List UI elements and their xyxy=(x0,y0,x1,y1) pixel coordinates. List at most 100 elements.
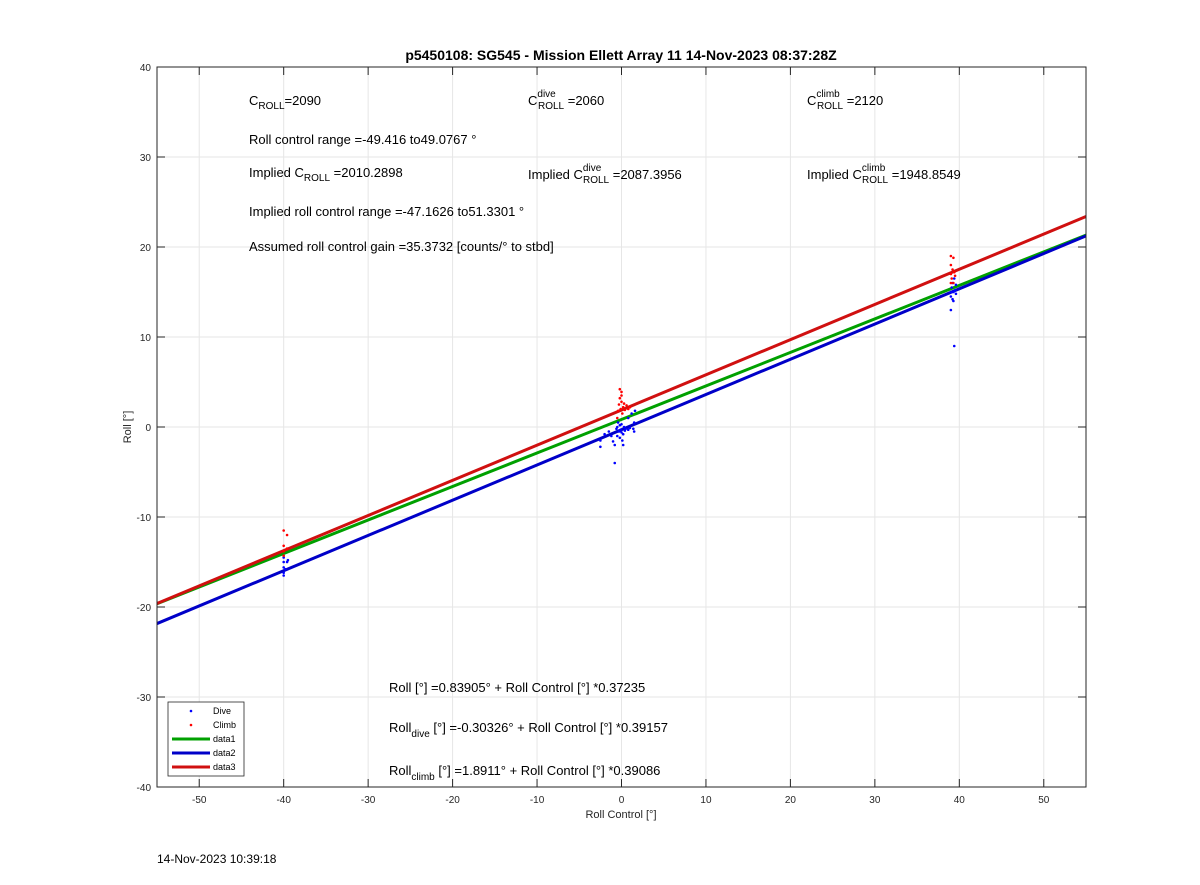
data-point-dive xyxy=(599,445,602,449)
fit-line-data1 xyxy=(156,233,1087,606)
annotation-fit-climb: Rollclimb [°] =1.8911° + Roll Control [°… xyxy=(389,763,660,783)
data-point-dive xyxy=(621,443,625,447)
data-point-dive xyxy=(282,574,285,577)
x-tick-label: 30 xyxy=(869,795,881,806)
annotation-fit-all: Roll [°] =0.83905° + Roll Control [°] *0… xyxy=(389,680,645,695)
legend-dive-label: Dive xyxy=(213,706,231,716)
x-tick-label: 20 xyxy=(785,795,797,806)
data-point-dive xyxy=(613,443,617,447)
legend-climb-marker xyxy=(189,723,193,727)
annotation-c-roll: CROLL=2090 xyxy=(249,93,321,112)
data-point-dive xyxy=(615,425,619,429)
data-point-climb xyxy=(952,281,955,285)
data-point-dive xyxy=(622,425,626,429)
data-point-climb xyxy=(949,281,953,285)
legend-data3-label: data3 xyxy=(213,762,236,772)
legend: Dive Climb data1 data2 data3 xyxy=(167,701,245,777)
data-point-climb xyxy=(950,277,954,280)
x-tick-label: 50 xyxy=(1038,795,1050,806)
data-point-climb xyxy=(628,405,632,409)
data-point-dive xyxy=(607,430,611,433)
y-tick-label: -30 xyxy=(137,693,152,704)
data-point-dive xyxy=(953,288,957,292)
annotation-roll-range: Roll control range =-49.416 to49.0767 ° xyxy=(249,132,476,147)
data-point-dive xyxy=(620,423,623,426)
data-point-dive xyxy=(282,566,285,569)
data-point-dive xyxy=(632,427,635,431)
data-point-dive xyxy=(628,426,632,430)
data-point-dive xyxy=(949,308,953,312)
data-point-climb xyxy=(623,408,627,412)
data-point-climb xyxy=(620,400,623,404)
y-tick-label: 20 xyxy=(140,243,152,254)
data-point-dive xyxy=(952,290,955,294)
data-point-dive xyxy=(603,432,606,436)
data-point-dive xyxy=(620,431,623,434)
data-point-climb xyxy=(282,554,285,557)
data-point-climb xyxy=(615,416,619,420)
annotation-implied-c-roll-dive: Implied Cdive ROLL =2087.3956 xyxy=(528,163,682,186)
data-point-climb xyxy=(949,272,953,276)
data-point-climb xyxy=(953,274,957,278)
y-tick-label: -40 xyxy=(137,783,152,794)
data-point-climb xyxy=(952,270,956,274)
data-point-dive xyxy=(617,430,621,433)
data-point-climb xyxy=(619,407,622,411)
data-point-climb xyxy=(952,256,955,260)
data-point-dive xyxy=(282,571,285,575)
annotation-fit-dive: Rolldive [°] =-0.30326° + Roll Control [… xyxy=(389,720,668,740)
data-point-dive xyxy=(952,299,955,303)
legend-data1-label: data1 xyxy=(213,734,236,744)
y-axis-label: Roll [°] xyxy=(122,411,134,444)
data-point-dive xyxy=(952,344,956,348)
data-point-climb xyxy=(282,549,285,553)
x-tick-label: -40 xyxy=(276,795,291,806)
annotation-implied-c-roll-climb: Implied Cclimb ROLL =1948.8549 xyxy=(807,163,961,186)
data-point-dive xyxy=(954,283,958,287)
data-point-dive xyxy=(282,556,285,559)
x-tick-label: -10 xyxy=(530,795,545,806)
y-tick-label: 10 xyxy=(140,333,152,344)
data-point-climb xyxy=(620,394,623,397)
data-point-dive xyxy=(626,428,630,432)
x-tick-label: -20 xyxy=(445,795,460,806)
data-point-climb xyxy=(949,254,953,258)
data-point-climb xyxy=(625,404,628,407)
y-tick-label: 0 xyxy=(145,423,151,434)
data-point-dive xyxy=(616,421,620,424)
data-point-dive xyxy=(611,440,615,443)
data-point-climb xyxy=(285,533,289,537)
data-point-dive xyxy=(618,436,622,440)
data-point-dive xyxy=(286,558,290,562)
data-point-dive xyxy=(282,560,285,564)
data-point-dive xyxy=(624,427,628,431)
legend-climb-label: Climb xyxy=(213,720,236,730)
data-point-dive xyxy=(630,412,633,415)
ticks-layer: -50 -40 -30 -20 -10 0 10 20 30 40 50 -40 -30 -20 -10 0 1… xyxy=(137,63,1086,806)
data-point-dive xyxy=(632,421,636,424)
data-point-dive xyxy=(626,416,630,420)
annotation-gain: Assumed roll control gain =35.3732 [coun… xyxy=(249,239,554,254)
x-axis-label: Roll Control [°] xyxy=(585,809,656,821)
y-tick-label: -10 xyxy=(137,513,152,524)
x-tick-label: -30 xyxy=(361,795,376,806)
data-point-dive xyxy=(952,277,956,280)
data-point-climb xyxy=(285,547,289,550)
x-tick-label: -50 xyxy=(192,795,207,806)
data-points-layer xyxy=(282,254,958,577)
data-point-dive xyxy=(619,428,622,432)
data-point-dive xyxy=(950,286,954,289)
data-point-dive xyxy=(610,434,613,438)
data-point-climb xyxy=(949,263,953,267)
y-tick-label: 40 xyxy=(140,63,152,74)
data-point-dive xyxy=(615,434,619,438)
data-point-dive xyxy=(949,290,953,294)
x-tick-label: 10 xyxy=(700,795,712,806)
footer-timestamp: 14-Nov-2023 10:39:18 xyxy=(157,852,277,866)
data-point-dive xyxy=(613,461,617,465)
data-point-dive xyxy=(621,432,625,436)
legend-dive-marker xyxy=(189,709,193,713)
y-tick-label: 30 xyxy=(140,153,152,164)
data-point-climb xyxy=(621,405,625,409)
data-point-climb xyxy=(951,268,954,271)
